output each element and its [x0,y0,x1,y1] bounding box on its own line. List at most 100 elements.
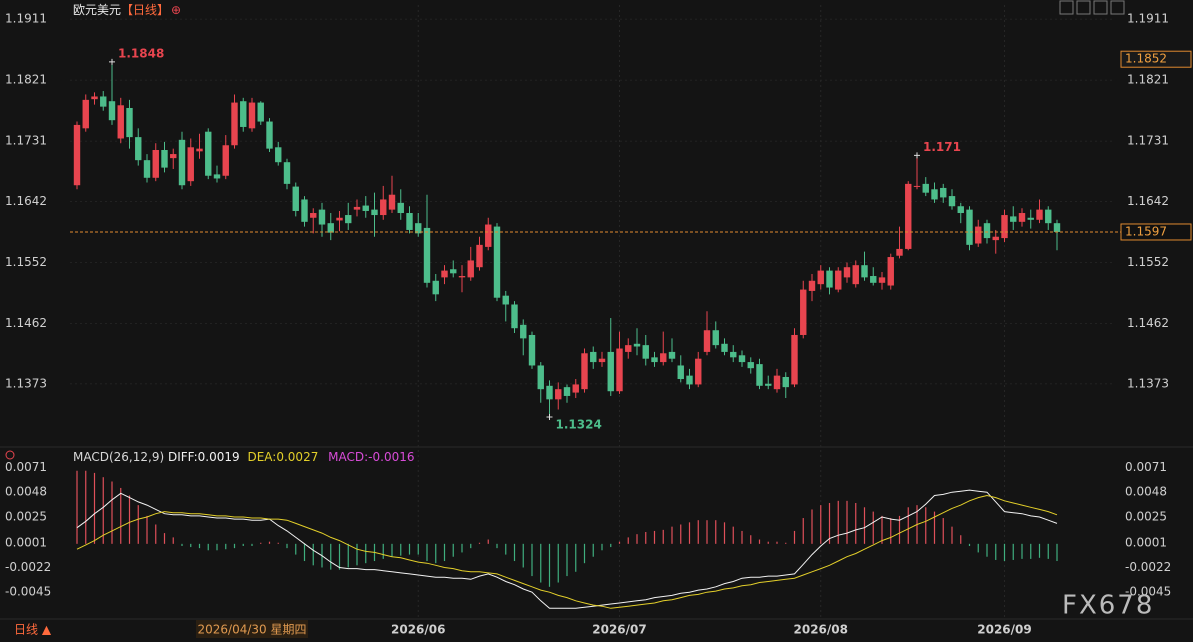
y-tick-label: 1.1552 [5,255,47,269]
macd-tick-label-right: -0.0022 [1125,560,1171,574]
candle-body [135,137,142,161]
candle-body [152,150,159,178]
x-tick-label: 2026/09 [977,623,1031,637]
candle-body [292,186,299,211]
candle-body [826,270,833,288]
candle-body [371,209,378,216]
extreme-label: 1.171 [923,140,961,154]
candle-body [870,276,877,283]
candle-body [240,101,247,127]
macd-title: MACD(26,12,9) [73,450,164,464]
candle-body [703,330,711,352]
crosshair-price-box [1120,50,1192,68]
y-tick-label-right: 1.1911 [1127,12,1169,26]
x-tick-label: 2026/08 [794,623,848,637]
candle-body [808,280,816,291]
candle-body [520,324,527,339]
candle-body [345,215,352,224]
extreme-label: 1.1324 [556,417,602,431]
last-price-label: 1.1597 [1125,224,1167,238]
candle-body [266,121,273,149]
candle-body [756,364,763,386]
candle-body [773,375,781,390]
candle-body [992,236,999,241]
macd-line [76,489,1058,609]
candle-body [913,185,921,187]
macd-tick-label-right: 0.0001 [1125,535,1167,549]
extreme-marker [546,413,553,420]
tool-button[interactable] [1093,0,1108,15]
macd-legend: MACD(26,12,9) DIFF:0.0019 DEA:0.0027 MAC… [73,450,415,464]
legend-dea: DEA:0.0027 [247,450,318,464]
x-tick-label: 2026/06 [391,623,445,637]
candle-body [1053,223,1061,232]
crosshair-price: 1.1852 [1125,52,1167,66]
candle-body [117,105,124,139]
candle-body [441,270,448,278]
candle-body [843,267,851,278]
tool-button[interactable] [1059,0,1074,15]
candle-body [712,330,719,346]
candle-body [397,202,404,214]
candle-body [782,376,789,388]
candle-body [485,224,492,247]
macd-icon[interactable] [5,450,15,460]
candle-body [73,124,81,186]
legend-macd: MACD:-0.0016 [328,450,414,464]
candle-body [765,383,772,386]
macd-tick-label: 0.0048 [5,485,47,499]
candle-body [187,147,194,182]
tool-button[interactable] [1110,0,1125,15]
candle-body [301,199,308,222]
candle-body [581,353,588,390]
candle-body [983,223,991,239]
candle-body [800,289,807,335]
tool-button[interactable] [1076,0,1091,15]
x-tick-label: 2026/07 [592,623,646,637]
candle-body [616,348,623,392]
candle-body [730,351,737,358]
candle-body [353,206,361,210]
chart-title-group: 欧元美元【日线】 ⊕ [73,3,181,17]
candle-body [598,358,606,363]
y-tick-label: 1.1462 [5,316,47,330]
candle-body [318,209,326,225]
candle-body [878,277,886,283]
candle-body [126,107,133,138]
candle-body [835,270,842,290]
candle-body [143,160,151,178]
last-price-box [1120,223,1192,241]
candle-body [1045,209,1052,224]
candle-body [511,304,518,329]
candle-body [905,183,912,249]
title-icon[interactable]: ⊕ [171,3,181,17]
candle-body [82,99,89,129]
candle-body [887,257,894,286]
candle-body [651,357,658,363]
candle-body [852,265,859,285]
candle-body [528,334,536,366]
candle-body [966,209,973,245]
extreme-marker [914,152,920,159]
chart-title: 欧元美元 [73,3,121,17]
candle-body [178,139,186,186]
macd-line [76,494,1058,609]
candle-body [660,353,667,363]
candle-body [572,384,579,393]
candle-body [1010,216,1017,222]
y-tick-label: 1.1911 [5,12,47,26]
candle-body [940,187,947,198]
y-tick-label-right: 1.1552 [1127,255,1169,269]
candle-body [380,199,387,216]
candle-body [1027,217,1034,220]
candle-body [1001,215,1008,239]
candle-body [555,389,562,400]
period-footer[interactable]: 日线 ▲ [14,623,52,637]
candle-body [248,102,256,129]
candle-body [362,205,369,211]
candle-body [922,183,929,193]
y-tick-label-right: 1.1642 [1127,194,1169,208]
candle-body [406,213,413,230]
